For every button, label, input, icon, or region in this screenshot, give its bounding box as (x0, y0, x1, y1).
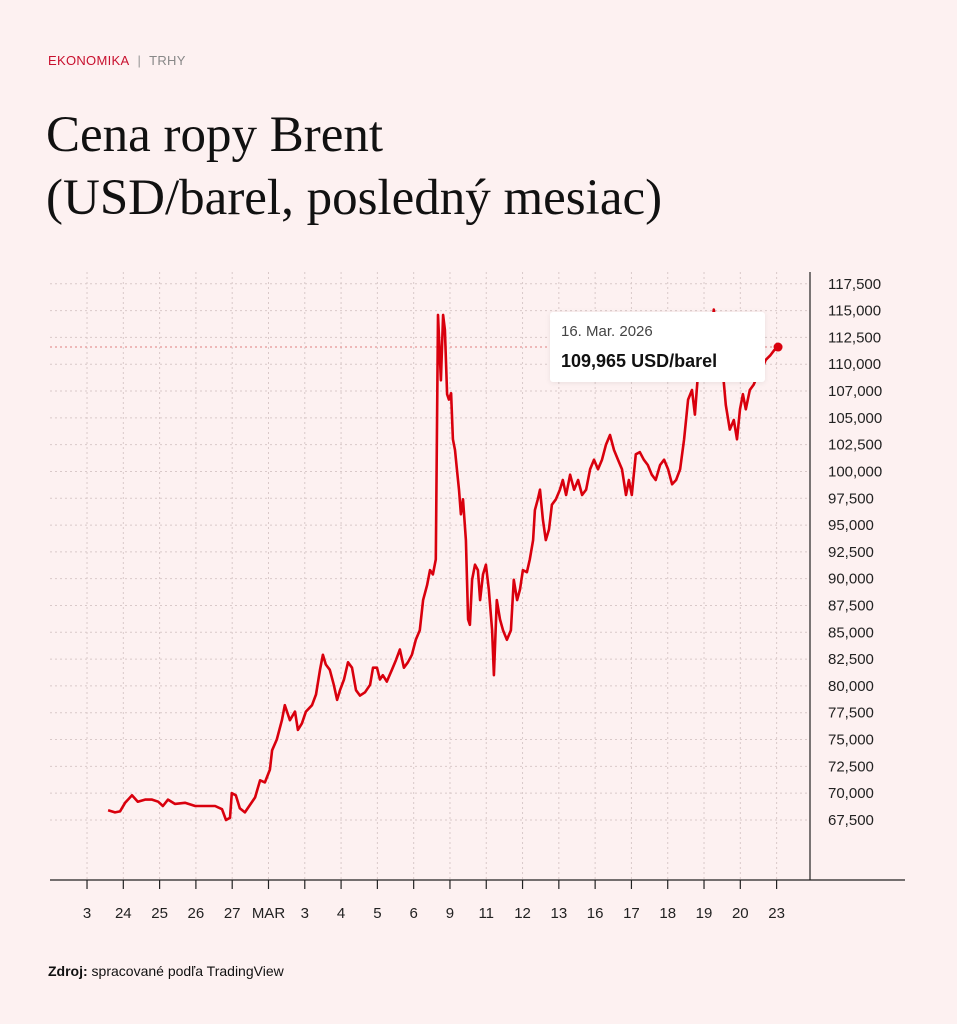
x-tick-label: 19 (696, 905, 713, 922)
y-tick-label: 82,500 (828, 651, 874, 668)
price-line (107, 308, 779, 822)
source-note: Zdroj: spracované podľa TradingView (48, 963, 284, 979)
x-axis-ticks: 3 24 25 26 27 MAR 3 4 5 6 9 11 12 13 16 17 18 19 20 23 (83, 880, 785, 922)
breadcrumb: EKONOMIKA | TRHY (48, 53, 186, 68)
y-tick-label: 92,500 (828, 544, 874, 561)
x-tick-label: 26 (188, 905, 205, 922)
y-tick-label: 67,500 (828, 812, 874, 829)
title-line-1: Cena ropy Brent (46, 107, 384, 163)
y-tick-label: 80,000 (828, 678, 874, 695)
breadcrumb-section[interactable]: EKONOMIKA (48, 53, 130, 68)
x-tick-label: 4 (337, 905, 345, 922)
tooltip-date: 16. Mar. 2026 (561, 323, 653, 340)
y-tick-label: 70,000 (828, 785, 874, 802)
x-tick-label: 24 (115, 905, 132, 922)
x-tick-label: 13 (551, 905, 568, 922)
x-tick-label: 20 (732, 905, 749, 922)
x-tick-label: MAR (252, 905, 286, 922)
y-tick-label: 115,000 (828, 303, 881, 320)
x-tick-label: 25 (151, 905, 168, 922)
title-line-2: (USD/barel, posledný mesiac) (46, 170, 663, 226)
y-tick-label: 90,000 (828, 571, 874, 588)
x-tick-label: 3 (301, 905, 309, 922)
y-tick-label: 112,500 (828, 329, 881, 346)
y-tick-label: 102,500 (828, 437, 882, 454)
x-tick-label: 6 (409, 905, 417, 922)
y-tick-label: 77,500 (828, 705, 874, 722)
y-tick-label: 85,000 (828, 624, 874, 641)
x-tick-label: 5 (373, 905, 381, 922)
y-tick-label: 105,000 (828, 410, 882, 427)
x-tick-label: 3 (83, 905, 91, 922)
y-tick-label: 110,000 (828, 356, 881, 373)
breadcrumb-separator: | (137, 53, 142, 68)
y-tick-label: 95,000 (828, 517, 874, 534)
page-title: Cena ropy Brent (USD/barel, posledný mesi… (46, 104, 662, 230)
source-label: Zdroj: (48, 963, 88, 979)
y-tick-label: 117,500 (828, 276, 881, 293)
y-tick-label: 97,500 (828, 490, 874, 507)
last-price-marker (773, 342, 783, 352)
y-tick-label: 100,000 (828, 463, 882, 480)
grid (50, 272, 810, 880)
tooltip-value: 109,965 USD/barel (561, 351, 718, 371)
price-tooltip: 16. Mar. 2026 109,965 USD/barel (550, 312, 765, 382)
x-tick-label: 12 (514, 905, 531, 922)
x-tick-label: 27 (224, 905, 241, 922)
x-tick-label: 16 (587, 905, 604, 922)
breadcrumb-subsection[interactable]: TRHY (149, 53, 186, 68)
y-tick-label: 87,500 (828, 597, 874, 614)
x-tick-label: 11 (478, 905, 494, 922)
x-tick-label: 18 (659, 905, 676, 922)
y-tick-label: 107,000 (828, 383, 882, 400)
y-axis-ticks: 117,500 115,000 112,500 110,000 107,000 105,0… (828, 276, 882, 829)
axes (50, 272, 905, 881)
source-text: spracované podľa TradingView (87, 963, 284, 979)
y-tick-label: 75,000 (828, 732, 874, 749)
x-tick-label: 17 (623, 905, 640, 922)
x-tick-label: 9 (446, 905, 454, 922)
y-tick-label: 72,500 (828, 758, 874, 775)
x-tick-label: 23 (768, 905, 785, 922)
